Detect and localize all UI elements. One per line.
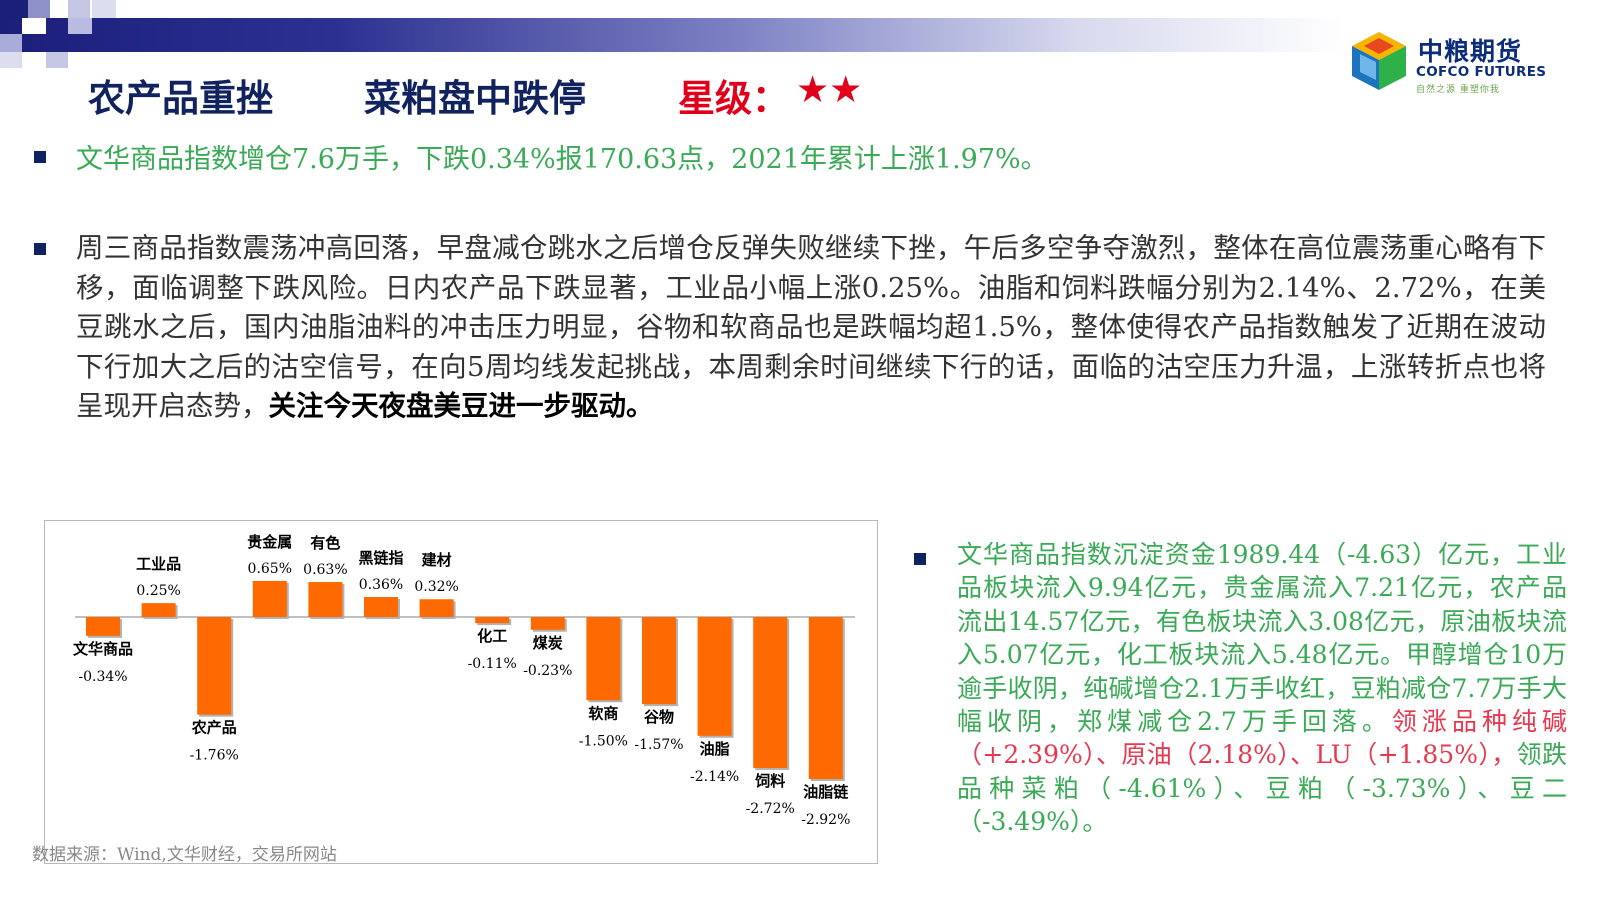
bar-农产品 bbox=[197, 617, 232, 715]
bar-文华商品 bbox=[86, 617, 120, 636]
bullet-square bbox=[914, 553, 926, 565]
category-label: 饲料 bbox=[754, 772, 785, 790]
bar-工业品 bbox=[141, 603, 176, 617]
bar-饲料 bbox=[753, 617, 788, 768]
value-label: -2.92% bbox=[801, 812, 850, 828]
cofco-cube-icon bbox=[1352, 32, 1406, 90]
decor-square bbox=[92, 0, 116, 18]
logo-name-en: COFCO FUTURES bbox=[1416, 64, 1547, 80]
bar-油脂 bbox=[697, 617, 732, 736]
value-label: 0.65% bbox=[248, 561, 292, 577]
value-label: 0.32% bbox=[414, 579, 458, 595]
value-label: -1.76% bbox=[190, 748, 239, 764]
value-label: 0.36% bbox=[359, 577, 403, 593]
category-label: 油脂链 bbox=[803, 783, 849, 801]
fund-flow-summary: 文华商品指数沉淀资金1989.44（-4.63）亿元，工业品板块流入9.94亿元… bbox=[957, 540, 1567, 737]
title-sub: 菜粕盘中跌停 bbox=[364, 77, 586, 120]
category-label: 油脂 bbox=[700, 740, 730, 758]
logo-slogan: 自然之源 重塑你我 bbox=[1416, 85, 1500, 95]
bar-煤炭 bbox=[530, 617, 565, 630]
top-decor-band bbox=[0, 0, 1350, 68]
title-main: 农产品重挫 bbox=[88, 77, 273, 120]
top-losers-text: 领跌品种菜粕（-4.61%）、豆粕（-3.73%）、豆二（-3.49%）。 bbox=[957, 740, 1567, 837]
value-label: -2.72% bbox=[746, 801, 795, 817]
category-label: 黑链指 bbox=[358, 549, 403, 567]
commentary-emphasis: 关注今天夜盘美豆进一步驱动。 bbox=[268, 390, 654, 423]
commentary-normal: 周三商品指数震荡冲高回落，早盘减仓跳水之后增仓反弹失败继续下挫，午后多空争夺激烈… bbox=[76, 232, 1546, 423]
value-label: -2.14% bbox=[690, 769, 739, 785]
category-label: 工业品 bbox=[136, 555, 181, 573]
category-label: 文华商品 bbox=[73, 640, 133, 658]
decor-square bbox=[28, 0, 50, 18]
value-label: 0.63% bbox=[303, 562, 347, 578]
logo-name-cn: 中粮期货 bbox=[1418, 37, 1523, 66]
decor-square bbox=[46, 52, 68, 68]
fund-flow-text: 文华商品指数沉淀资金1989.44（-4.63）亿元，工业品板块流入9.94亿元… bbox=[957, 538, 1567, 839]
category-label: 农产品 bbox=[191, 719, 237, 737]
value-label: 0.25% bbox=[136, 583, 180, 599]
category-label: 谷物 bbox=[644, 708, 674, 726]
category-label: 软商 bbox=[588, 704, 618, 722]
value-label: -1.50% bbox=[579, 733, 628, 749]
bar-谷物 bbox=[642, 617, 676, 705]
decor-square bbox=[68, 18, 92, 34]
value-label: -0.23% bbox=[523, 663, 572, 679]
index-summary-text: 文华商品指数增仓7.6万手，下跌0.34%报170.63点，2021年累计上涨1… bbox=[76, 144, 1048, 175]
decor-square bbox=[68, 0, 90, 18]
category-label: 建材 bbox=[422, 551, 452, 569]
bar-贵金属 bbox=[252, 580, 287, 617]
bar-黑链指 bbox=[364, 597, 398, 617]
category-label: 有色 bbox=[310, 534, 340, 552]
category-label: 化工 bbox=[477, 627, 507, 645]
top-gainers-text: 领涨品种纯碱（+2.39%）、原油（2.18%）、LU（+1.85%）， bbox=[957, 707, 1567, 770]
data-source-note: 数据来源：Wind,文华财经，交易所网站 bbox=[32, 845, 337, 865]
value-label: -0.34% bbox=[78, 669, 127, 685]
market-commentary-text: 周三商品指数震荡冲高回落，早盘减仓跳水之后增仓反弹失败继续下挫，午后多空争夺激烈… bbox=[76, 229, 1546, 427]
rating-stars: ★★ bbox=[796, 68, 863, 111]
decor-square bbox=[22, 18, 46, 34]
decor-square bbox=[0, 52, 22, 68]
bullet-square bbox=[34, 151, 46, 163]
bar-chart-svg: 文华商品 -0.34% 工业品 0.25% 农产品 -1.76% 贵金属 0.65% 有色 0.6… bbox=[73, 533, 855, 828]
bar-油脂链 bbox=[808, 617, 843, 780]
decor-square bbox=[0, 34, 22, 52]
bar-建材 bbox=[419, 599, 454, 617]
decor-square bbox=[0, 0, 28, 18]
value-label: -0.11% bbox=[468, 656, 517, 672]
value-label: -1.57% bbox=[634, 737, 683, 753]
rating-label: 星级： bbox=[678, 77, 789, 120]
bar-软商 bbox=[586, 617, 621, 701]
bar-有色 bbox=[308, 582, 343, 617]
top-gradient-bar bbox=[0, 18, 1345, 52]
sector-change-chart: 文华商品 -0.34% 工业品 0.25% 农产品 -1.76% 贵金属 0.65% 有色 0.6… bbox=[44, 520, 878, 864]
bar-化工 bbox=[475, 617, 510, 624]
bullet-square bbox=[34, 243, 46, 255]
category-label: 煤炭 bbox=[533, 634, 563, 652]
cofco-logo: 中粮期货 COFCO FUTURES 自然之源 重塑你我 bbox=[1348, 28, 1568, 98]
category-label: 贵金属 bbox=[247, 533, 292, 551]
